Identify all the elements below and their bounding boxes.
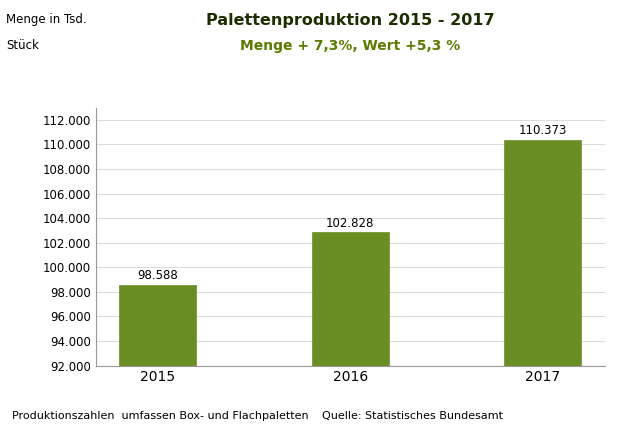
Text: Palettenproduktion 2015 - 2017: Palettenproduktion 2015 - 2017 <box>206 13 495 28</box>
Text: Menge in Tsd.: Menge in Tsd. <box>6 13 87 26</box>
Text: Quelle: Statistisches Bundesamt: Quelle: Statistisches Bundesamt <box>322 412 503 421</box>
Bar <box>119 285 197 430</box>
Text: Produktionszahlen  umfassen Box- und Flachpaletten: Produktionszahlen umfassen Box- und Flac… <box>12 412 309 421</box>
Text: Menge + 7,3%, Wert +5,3 %: Menge + 7,3%, Wert +5,3 % <box>240 39 461 53</box>
Text: 98.588: 98.588 <box>138 269 178 282</box>
Bar <box>312 233 389 430</box>
Bar <box>504 140 582 430</box>
Text: 110.373: 110.373 <box>519 124 567 137</box>
Text: 102.828: 102.828 <box>326 217 374 230</box>
Text: Stück: Stück <box>6 39 39 52</box>
